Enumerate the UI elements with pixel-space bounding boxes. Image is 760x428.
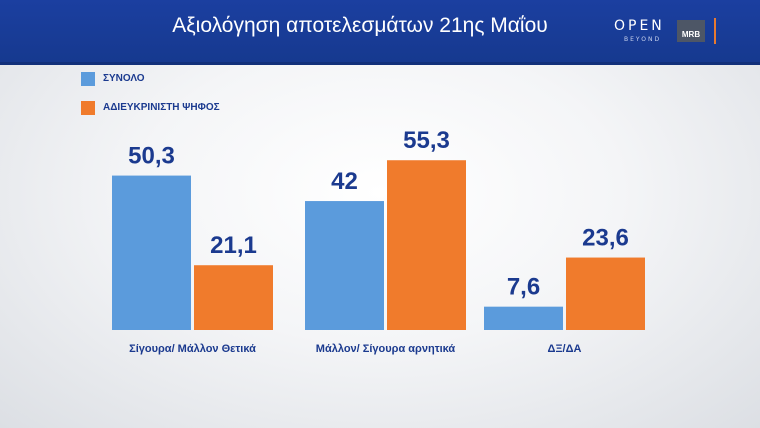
category-label-0: Σίγουρα/ Μάλλον Θετικά [129,343,256,355]
legend-swatch-total [81,72,95,86]
data-label-total-2: 7,6 [507,274,540,301]
legend-label-blank-vote: ΑΔΙΕΥΚΡΙΝΙΣΤΗ ΨΗΦΟΣ [103,102,220,113]
mrb-logo: MRB [677,20,705,42]
legend-swatch-blank-vote [81,101,95,115]
category-label-2: ΔΞ/ΔΑ [548,343,582,355]
bar-total-0 [112,175,191,330]
header-bar: Αξιολόγηση αποτελεσμάτων 21ης Μαΐου OPEN… [0,0,760,65]
bar-blank-vote-1 [387,160,466,330]
bar-total-2 [484,306,563,330]
data-label-blank-vote-1: 55,3 [403,127,450,154]
legend-label-total: ΣΥΝΟΛΟ [103,73,145,84]
open-beyond-logo-text: BEYOND [624,36,662,43]
page-title: Αξιολόγηση αποτελεσμάτων 21ης Μαΐου [172,14,548,37]
bar-blank-vote-2 [566,257,645,330]
data-label-total-0: 50,3 [128,143,175,170]
header-accent-divider [714,18,716,44]
bar-blank-vote-0 [194,265,273,330]
data-label-total-1: 42 [331,168,358,195]
category-label-1: Μάλλον/ Σίγουρα αρνητικά [316,343,456,355]
open-logo: OPEN [614,18,665,34]
bar-total-1 [305,201,384,330]
data-label-blank-vote-2: 23,6 [582,225,629,252]
data-label-blank-vote-0: 21,1 [210,232,257,259]
